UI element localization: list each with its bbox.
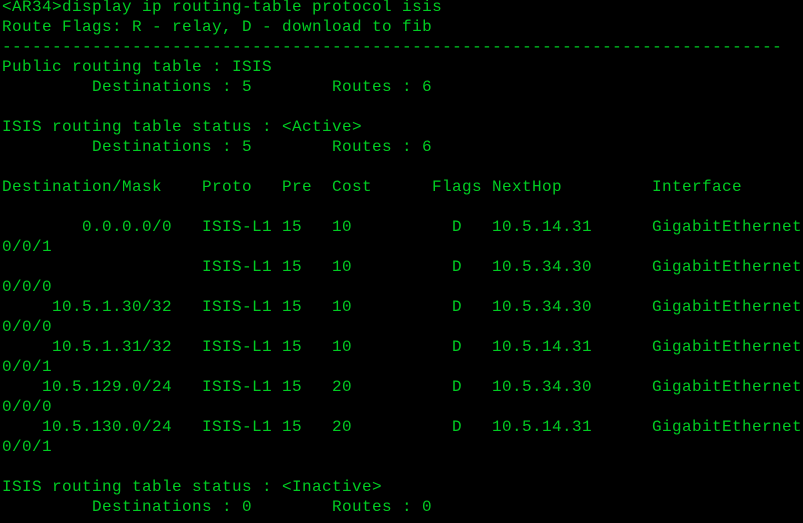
row-destination: 0.0.0.0/0 xyxy=(81,218,172,236)
row-cost: 10 xyxy=(332,298,353,316)
row-cost: 20 xyxy=(332,418,353,436)
public-destinations-count: Destinations : 5 xyxy=(92,78,253,96)
row-flags: D xyxy=(452,418,463,436)
row-interface: GigabitEthernet xyxy=(652,218,803,236)
row-preference: 15 xyxy=(282,258,303,276)
row-nexthop: 10.5.14.31 xyxy=(492,218,593,236)
row-proto: ISIS-L1 xyxy=(202,218,273,236)
row-cost: 10 xyxy=(332,338,353,356)
inactive-status-title: ISIS routing table status : <Inactive> xyxy=(2,478,383,496)
row-cost: 20 xyxy=(332,378,353,396)
row-nexthop: 10.5.34.30 xyxy=(492,378,593,396)
row-interface: GigabitEthernet xyxy=(652,258,803,276)
row-destination: 10.5.1.30/32 xyxy=(51,298,172,316)
column-header-cost: Cost xyxy=(332,178,373,196)
inactive-destinations-count: Destinations : 0 xyxy=(92,498,253,516)
row-destination: 10.5.130.0/24 xyxy=(41,418,172,436)
row-nexthop: 10.5.14.31 xyxy=(492,338,593,356)
row-interface-number: 0/0/1 xyxy=(2,438,53,456)
row-flags: D xyxy=(452,258,463,276)
column-header-destination: Destination/Mask xyxy=(2,178,163,196)
row-interface-number: 0/0/0 xyxy=(2,318,53,336)
row-nexthop: 10.5.34.30 xyxy=(492,298,593,316)
active-routes-count: Routes : 6 xyxy=(332,138,433,156)
public-routes-count: Routes : 6 xyxy=(332,78,433,96)
row-cost: 10 xyxy=(332,218,353,236)
separator-line: ----------------------------------------… xyxy=(2,38,783,56)
row-preference: 15 xyxy=(282,418,303,436)
row-interface: GigabitEthernet xyxy=(652,298,803,316)
row-flags: D xyxy=(452,218,463,236)
row-cost: 10 xyxy=(332,258,353,276)
row-flags: D xyxy=(452,378,463,396)
active-status-title: ISIS routing table status : <Active> xyxy=(2,118,363,136)
column-header-flags: Flags xyxy=(432,178,483,196)
row-nexthop: 10.5.34.30 xyxy=(492,258,593,276)
row-proto: ISIS-L1 xyxy=(202,418,273,436)
row-preference: 15 xyxy=(282,378,303,396)
row-flags: D xyxy=(452,298,463,316)
row-interface: GigabitEthernet xyxy=(652,338,803,356)
command-line: <AR34>display ip routing-table protocol … xyxy=(2,0,443,16)
column-header-proto: Proto xyxy=(202,178,253,196)
row-proto: ISIS-L1 xyxy=(202,258,273,276)
route-flags-legend: Route Flags: R - relay, D - download to … xyxy=(2,18,433,36)
column-header-interface: Interface xyxy=(652,178,743,196)
column-header-nexthop: NextHop xyxy=(492,178,563,196)
column-header-pre: Pre xyxy=(282,178,313,196)
row-proto: ISIS-L1 xyxy=(202,378,273,396)
row-nexthop: 10.5.14.31 xyxy=(492,418,593,436)
row-interface-number: 0/0/0 xyxy=(2,398,53,416)
row-preference: 15 xyxy=(282,218,303,236)
active-destinations-count: Destinations : 5 xyxy=(92,138,253,156)
row-flags: D xyxy=(452,338,463,356)
row-interface: GigabitEthernet xyxy=(652,378,803,396)
row-interface-number: 0/0/1 xyxy=(2,238,53,256)
public-table-title: Public routing table : ISIS xyxy=(2,58,273,76)
row-destination: 10.5.1.31/32 xyxy=(51,338,172,356)
row-interface-number: 0/0/1 xyxy=(2,358,53,376)
row-proto: ISIS-L1 xyxy=(202,338,273,356)
row-preference: 15 xyxy=(282,338,303,356)
row-interface-number: 0/0/0 xyxy=(2,278,53,296)
row-destination: 10.5.129.0/24 xyxy=(41,378,172,396)
row-interface: GigabitEthernet xyxy=(652,418,803,436)
row-proto: ISIS-L1 xyxy=(202,298,273,316)
inactive-routes-count: Routes : 0 xyxy=(332,498,433,516)
row-preference: 15 xyxy=(282,298,303,316)
